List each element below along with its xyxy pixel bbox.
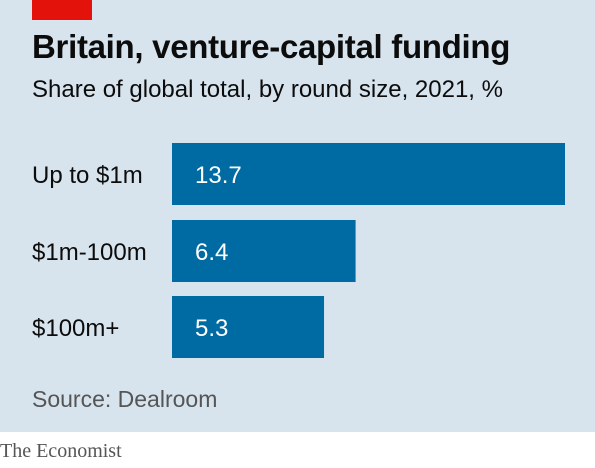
publisher-brand: The Economist <box>0 440 122 462</box>
chart-title: Britain, venture-capital funding <box>32 28 511 65</box>
chart-panel <box>0 0 595 432</box>
bar-up-to-1m <box>172 143 565 205</box>
value-label-up-to-1m: 13.7 <box>195 162 242 189</box>
value-label-1m-100m: 6.4 <box>195 239 228 266</box>
category-label-100m: $100m+ <box>32 315 119 342</box>
category-label-1m-100m: $1m-100m <box>32 239 147 266</box>
source-note: Source: Dealroom <box>32 386 218 412</box>
red-tag-bar <box>32 0 92 20</box>
category-label-up-to-1m: Up to $1m <box>32 162 143 189</box>
bar-100m <box>172 296 325 358</box>
bar-1m-100m <box>172 220 356 282</box>
bar-chart: Up to $1m 13.7 $1m-100m 6.4 $100m+ 5.3 <box>32 143 565 358</box>
chart-subtitle: Share of global total, by round size, 20… <box>32 76 503 103</box>
value-label-100m: 5.3 <box>195 315 228 342</box>
